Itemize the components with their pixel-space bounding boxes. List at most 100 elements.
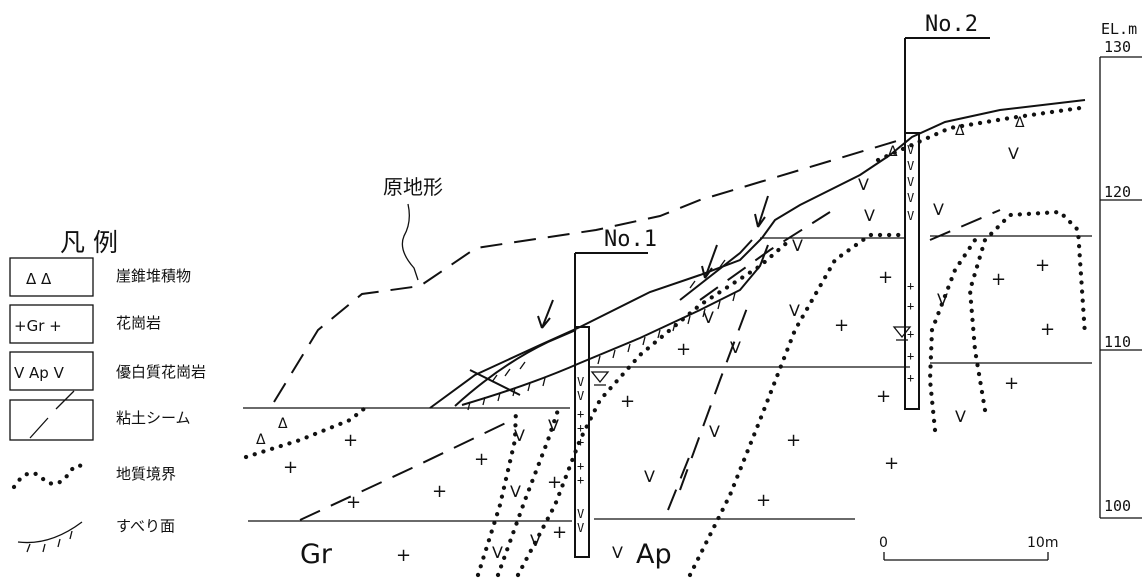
svg-text:V: V [789, 301, 800, 320]
talus-symbols: Δ Δ Δ Δ Δ [256, 115, 1025, 448]
borehole-no1: No.1 V V + + + + + V V [574, 227, 657, 558]
svg-text:+: + [907, 371, 914, 385]
slip-surface-ticks [467, 259, 736, 411]
svg-text:V: V [709, 422, 720, 441]
svg-text:+: + [396, 545, 411, 566]
elevation-axis-title: EL.m [1101, 20, 1137, 38]
svg-text:Δ: Δ [256, 432, 266, 448]
borehole-no2: No.2 V V V V V + + + + + [892, 12, 990, 410]
svg-text:+: + [577, 421, 584, 435]
svg-text:+: + [676, 339, 691, 360]
svg-text:V: V [644, 467, 655, 486]
svg-text:V: V [864, 206, 875, 225]
elevation-lines [243, 235, 1092, 522]
elevation-tick-100: 100 [1104, 497, 1131, 515]
svg-text:V: V [514, 426, 525, 445]
scale-start-label: 0 [879, 535, 888, 551]
svg-text:V: V [577, 521, 584, 535]
granite-symbols: + + + + + + + + + + + + + + + + + + + + [283, 255, 1055, 566]
svg-text:+: + [1035, 255, 1050, 276]
scale-end-label: 10m [1027, 535, 1058, 551]
talus-legend-box [9, 257, 94, 297]
svg-text:+: + [907, 279, 914, 293]
original-terrain: 原地形 [273, 139, 901, 403]
svg-text:+: + [577, 459, 584, 473]
svg-text:V: V [858, 175, 869, 194]
svg-text:+: + [878, 267, 893, 288]
legend-label-talus: 崖錐堆積物 [116, 267, 191, 285]
svg-text:V: V [907, 209, 914, 223]
svg-text:V: V [577, 507, 584, 521]
geological-boundary-symbol [11, 463, 89, 490]
legend-title: 凡 例 [60, 228, 118, 257]
geological-boundaries [243, 105, 1088, 578]
svg-text:V: V [577, 375, 584, 389]
slide-arrows [537, 195, 769, 329]
svg-text:+: + [1040, 319, 1055, 340]
borehole-no1-label: No.1 [604, 227, 657, 252]
borehole-no2-label: No.2 [925, 12, 978, 37]
clay-seam-symbol [29, 390, 75, 439]
elevation-axis: EL.m 130 120 110 100 [1099, 20, 1142, 519]
svg-text:+: + [552, 522, 567, 543]
legend-label-clay-seam: 粘土シーム [116, 409, 191, 427]
svg-text:V: V [907, 175, 914, 189]
svg-text:+: + [432, 481, 447, 502]
legend-label-leucogranite: 優白質花崗岩 [116, 363, 206, 381]
svg-text:+: + [1004, 373, 1019, 394]
svg-text:Δ: Δ [955, 123, 965, 139]
water-level-icon-no2 [892, 326, 912, 341]
granite-symbol: +Gr + [14, 317, 62, 335]
svg-text:V: V [492, 543, 503, 562]
svg-text:+: + [346, 492, 361, 513]
legend-label-boundary: 地質境界 [116, 465, 176, 483]
svg-text:V: V [955, 407, 966, 426]
legend-label-granite: 花崗岩 [116, 314, 161, 332]
svg-text:V: V [1008, 144, 1019, 163]
svg-text:V: V [792, 236, 803, 255]
original-terrain-label: 原地形 [383, 175, 443, 199]
elevation-tick-130: 130 [1104, 38, 1131, 56]
svg-text:V: V [612, 543, 623, 562]
svg-text:V: V [530, 531, 541, 550]
svg-text:+: + [577, 473, 584, 487]
svg-text:V: V [933, 200, 944, 219]
leucogranite-unit-label: Ap [636, 539, 672, 570]
leucogranite-legend-box [9, 351, 94, 391]
svg-text:+: + [991, 269, 1006, 290]
svg-text:+: + [577, 435, 584, 449]
svg-text:V: V [703, 308, 714, 327]
svg-text:V: V [907, 191, 914, 205]
granite-legend-box [9, 304, 94, 344]
svg-text:+: + [907, 327, 914, 341]
water-level-icon-no1 [590, 371, 610, 386]
svg-text:+: + [474, 449, 489, 470]
leucogranite-symbols: V V V V V V V V V V V V V V V V V V [492, 144, 1019, 562]
svg-text:+: + [343, 430, 358, 451]
granite-unit-label: Gr [300, 539, 333, 570]
svg-text:Δ: Δ [888, 144, 898, 160]
svg-text:+: + [577, 407, 584, 421]
svg-text:V: V [730, 338, 741, 357]
svg-text:+: + [907, 349, 914, 363]
svg-text:+: + [547, 472, 562, 493]
svg-text:Δ: Δ [278, 416, 288, 432]
talus-symbol: Δ Δ [26, 270, 52, 288]
ground-surface [429, 99, 1086, 409]
original-terrain-leader [401, 203, 419, 281]
svg-text:V: V [907, 143, 914, 157]
svg-text:V: V [510, 482, 521, 501]
svg-text:+: + [907, 299, 914, 313]
svg-text:+: + [834, 315, 849, 336]
slip-surface-symbol [17, 521, 83, 553]
svg-text:V: V [548, 416, 559, 435]
svg-text:+: + [620, 391, 635, 412]
svg-text:+: + [786, 430, 801, 451]
clay-seams [299, 209, 1001, 521]
svg-text:+: + [283, 457, 298, 478]
leucogranite-symbol: V Ap V [14, 364, 65, 382]
clay-seam-legend-box [9, 399, 94, 441]
svg-text:V: V [907, 159, 914, 173]
svg-text:+: + [884, 453, 899, 474]
